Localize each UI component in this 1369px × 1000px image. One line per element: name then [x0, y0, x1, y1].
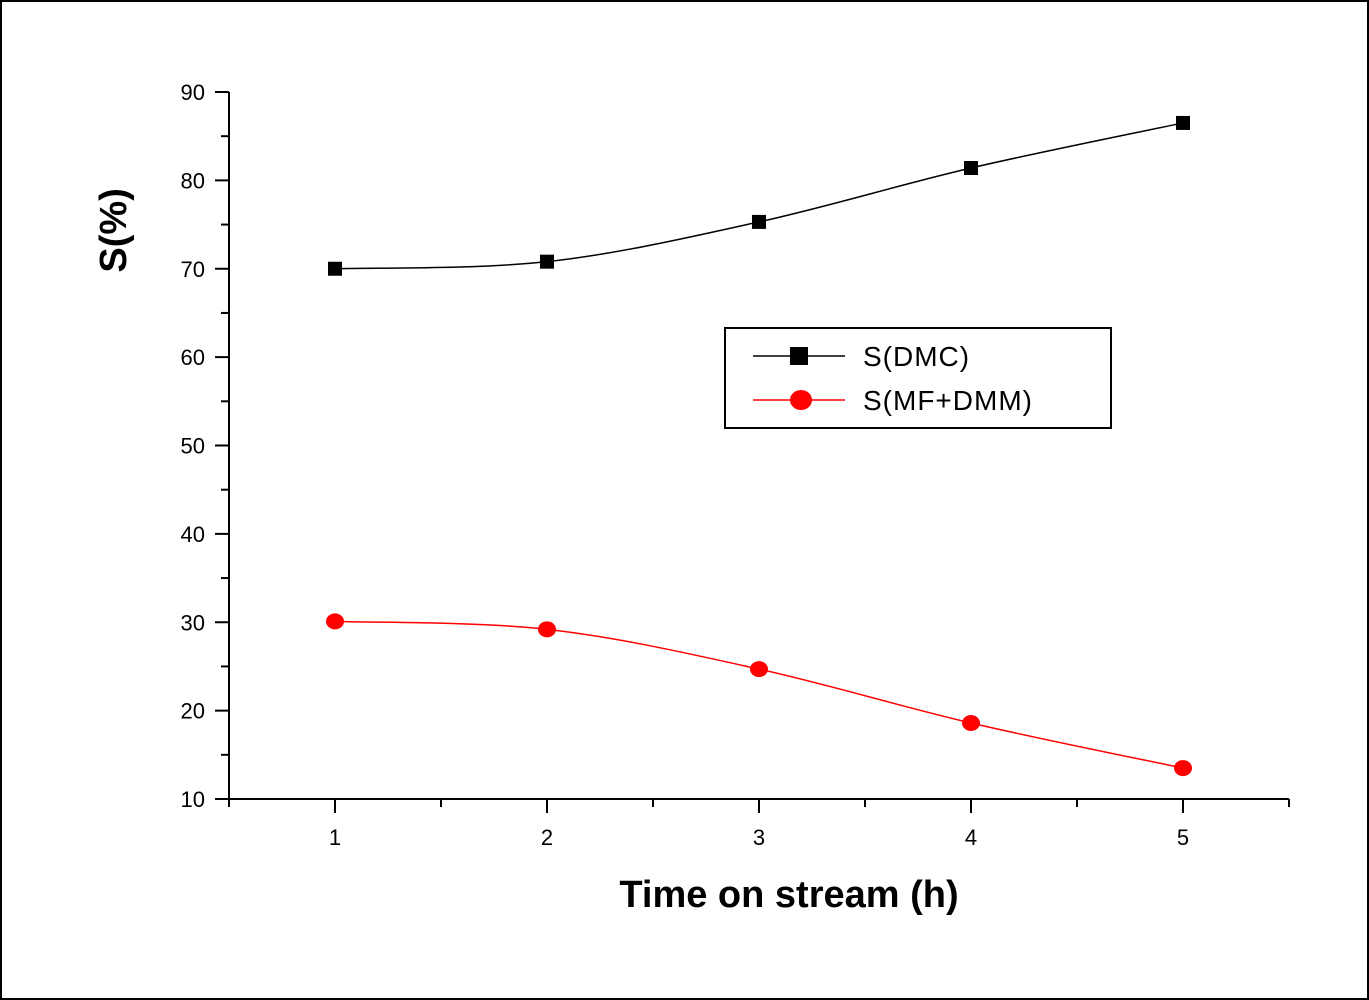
axes: 1 2 3 4 5 10 20 30 40 50 60 70 80 90: [181, 80, 1290, 850]
square-marker: [964, 161, 978, 176]
square-marker: [1176, 115, 1190, 130]
x-tick-label: 5: [1177, 825, 1189, 850]
x-axis-title: Time on stream (h): [619, 874, 958, 916]
y-tick-label: 80: [181, 168, 205, 193]
series-dmc: [328, 115, 1190, 276]
y-tick-label: 40: [181, 522, 205, 547]
y-axis-title: S(%): [93, 188, 135, 272]
square-marker: [752, 214, 766, 229]
y-tick-label: 70: [181, 257, 205, 282]
legend-circle-marker: [790, 390, 812, 410]
y-tick-label: 60: [181, 345, 205, 370]
x-tick-label: 3: [753, 825, 765, 850]
legend-label: S(MF+DMM): [863, 385, 1033, 416]
y-tick-label: 30: [181, 610, 205, 635]
y-tick-label: 10: [181, 787, 205, 812]
circle-marker: [1174, 760, 1192, 777]
series-layer: [326, 115, 1192, 777]
legend-label: S(DMC): [863, 341, 970, 372]
circle-marker: [750, 661, 768, 678]
legend-square-marker: [790, 347, 808, 365]
square-marker: [328, 261, 342, 276]
x-tick-label: 2: [541, 825, 553, 850]
legend-box: [724, 327, 1112, 429]
circle-marker: [962, 714, 980, 731]
x-ticks: 1 2 3 4 5: [228, 799, 1290, 850]
series-line: [334, 620, 1184, 769]
series-line: [334, 122, 1184, 270]
x-tick-label: 4: [965, 825, 977, 850]
y-ticks: 10 20 30 40 50 60 70 80 90: [181, 80, 229, 812]
legend: S(DMC) S(MF+DMM): [724, 327, 1112, 429]
circle-marker: [538, 621, 556, 638]
y-tick-label: 20: [181, 699, 205, 724]
square-marker: [540, 254, 554, 269]
circle-marker: [326, 613, 344, 630]
y-tick-label: 50: [181, 434, 205, 459]
x-tick-label: 1: [329, 825, 341, 850]
y-tick-label: 90: [181, 80, 205, 105]
series-mf-dmm: [326, 613, 1192, 777]
